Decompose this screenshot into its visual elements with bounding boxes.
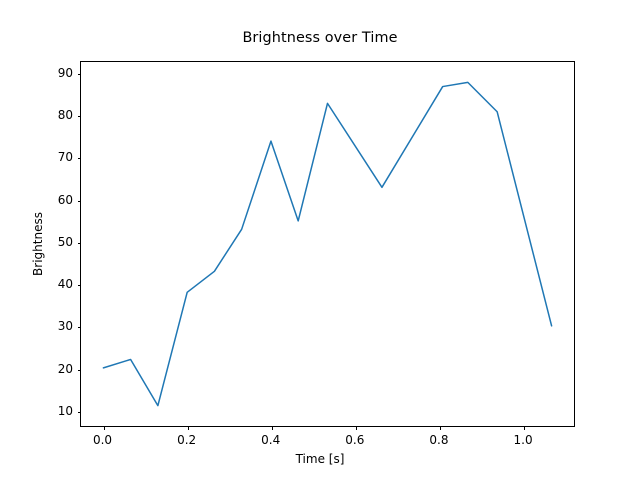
y-axis-tick-label: 50 xyxy=(57,234,73,249)
x-axis-tickmark xyxy=(524,426,526,430)
y-axis-tick-label: 40 xyxy=(57,277,73,292)
y-axis-tick-label: 10 xyxy=(57,403,73,418)
data-line-brightness xyxy=(103,82,551,405)
x-axis-tick-label: 0.4 xyxy=(261,433,281,447)
y-axis-tickmark xyxy=(77,369,81,371)
y-axis-tick-label: 70 xyxy=(57,150,73,165)
y-axis-tick-label: 30 xyxy=(57,319,73,334)
line-series-svg xyxy=(81,62,574,426)
y-axis-tickmark xyxy=(77,74,81,76)
x-axis-tickmark xyxy=(355,426,357,430)
y-axis-tick-label: 60 xyxy=(57,192,73,207)
x-axis-tick-label: 0.6 xyxy=(345,433,365,447)
y-axis-tickmark xyxy=(77,411,81,413)
x-axis-label: Time [s] xyxy=(295,452,345,466)
y-axis-tickmark xyxy=(77,200,81,202)
x-axis-tickmark xyxy=(187,426,189,430)
y-axis-tickmark xyxy=(77,327,81,329)
chart-title: Brightness over Time xyxy=(242,30,398,46)
y-axis-tick-label: 20 xyxy=(57,361,73,376)
x-axis-tick-label: 0.0 xyxy=(92,433,113,447)
x-axis-tick-label: 1.0 xyxy=(513,433,533,447)
x-axis-tick-label: 0.2 xyxy=(177,433,197,447)
x-axis-tick-label: 0.8 xyxy=(429,433,449,447)
x-axis-tickmark xyxy=(439,426,441,430)
x-axis-tickmark xyxy=(271,426,273,430)
y-axis-tick-label: 90 xyxy=(57,66,73,81)
y-axis-tick-label: 80 xyxy=(57,108,73,123)
y-axis-label: Brightness xyxy=(31,212,45,276)
y-axis-tickmark xyxy=(77,242,81,244)
y-axis-tickmark xyxy=(77,158,81,160)
plot-area xyxy=(77,61,575,430)
x-axis-tickmark xyxy=(103,426,105,430)
y-axis-tickmark xyxy=(77,285,81,287)
y-axis-tickmark xyxy=(77,116,81,118)
